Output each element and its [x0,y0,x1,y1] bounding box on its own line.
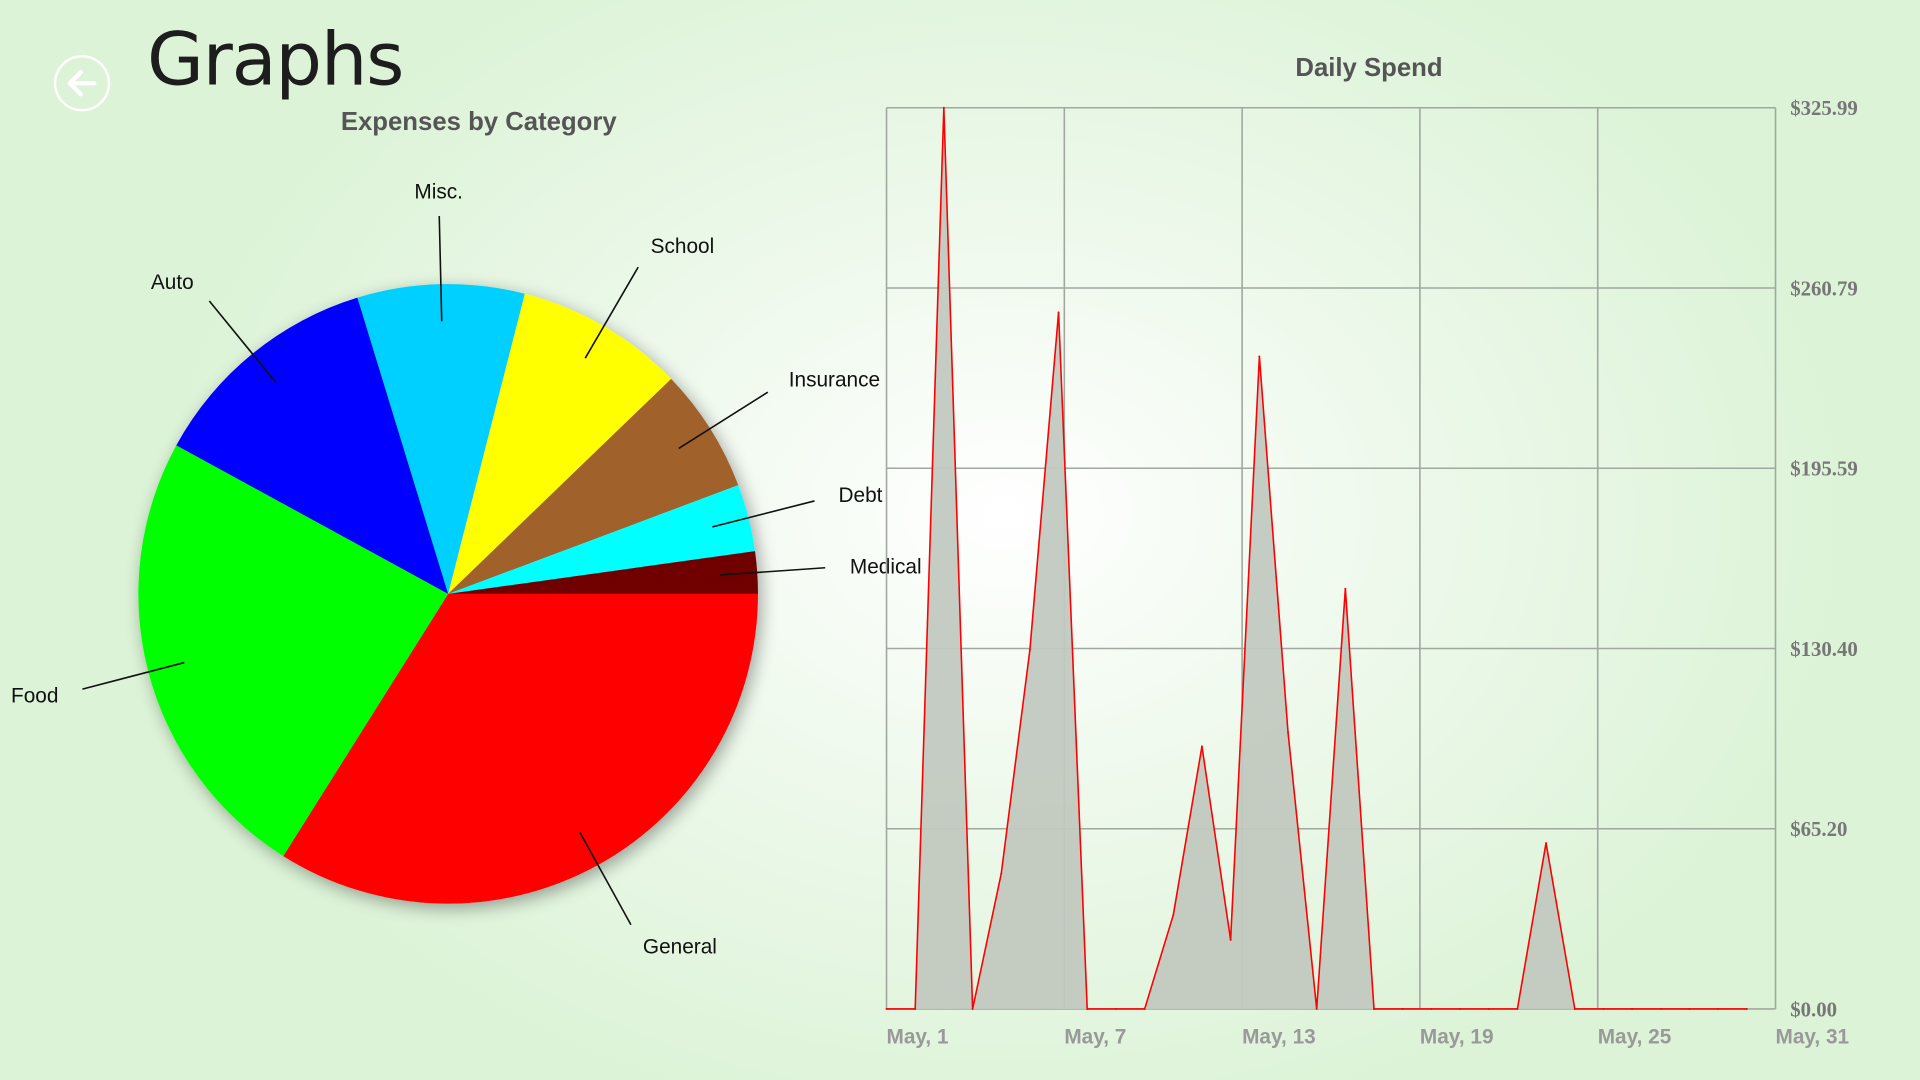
data-point [1602,1008,1605,1010]
data-point [1172,914,1175,916]
data-point [1745,1008,1748,1010]
pie-leader-line [438,216,443,322]
pie-chart-title: Expenses by Category [340,107,617,136]
arrow-left-icon [67,70,97,97]
x-tick-label: May, 31 [1776,1025,1850,1048]
pie-label: Debt [839,484,883,507]
pie-slice-insurance [448,378,739,594]
data-point [1717,1008,1720,1010]
data-point [1229,938,1232,941]
y-tick-label: $260.79 [1790,276,1858,300]
data-point [1086,1008,1089,1010]
data-point [1688,1008,1691,1010]
pie-leader-line [208,300,277,384]
pie-slice-general [283,593,758,904]
data-point [1000,872,1003,875]
area-fill [886,107,1747,1009]
data-point [1516,1008,1519,1010]
data-point [971,1008,974,1010]
data-point [1028,648,1031,651]
data-point [1315,1008,1318,1010]
x-tick-label: May, 25 [1598,1025,1672,1048]
data-point [1200,745,1203,748]
data-point [885,1008,888,1010]
pie-label: General [643,936,717,959]
x-tick-label: May, 7 [1064,1025,1126,1048]
pie-leader-line [678,391,769,450]
x-tick-label: May, 13 [1242,1025,1316,1048]
daily-spend-chart: $0.00 $65.20 $130.40 $195.59 $260.79 $325.99 M… [885,96,1858,1048]
pie-leader-line [712,500,815,528]
data-point [1287,731,1289,734]
y-tick-label: $325.99 [1790,96,1858,120]
data-point [1631,1008,1634,1010]
data-point [1401,1008,1404,1010]
pie-slice-auto [176,297,449,594]
pie-label: School [651,235,715,258]
pie-slice-debt [448,485,755,594]
x-tick-label: May, 1 [887,1025,949,1048]
data-point [1573,1008,1576,1010]
pie-chart [138,284,758,904]
data-point [1459,1008,1462,1010]
pie-label: Misc. [414,181,463,204]
y-tick-label: $65.20 [1790,817,1847,841]
pie-label: Auto [151,271,194,294]
data-point [1373,1008,1376,1010]
y-tick-label: $130.40 [1790,637,1858,661]
y-tick-label: $0.00 [1790,997,1837,1021]
data-point [1258,355,1261,358]
pie-slice-misc [357,284,525,594]
data-point [1487,1008,1490,1010]
line-chart-title: Daily Spend [1295,53,1443,83]
pie-slice-medical [448,551,758,594]
page-title: Graphs [146,17,405,103]
pie-leader-line [584,266,639,359]
data-point [1430,1008,1433,1010]
x-tick-label: May, 19 [1420,1025,1494,1048]
back-button[interactable] [53,55,111,112]
pie-leader-line [579,832,632,926]
pie-slice-school [448,293,672,594]
pie-slice-food [138,445,449,857]
data-point [942,106,945,109]
pie-label: Food [11,685,58,708]
y-tick-label: $195.59 [1790,457,1858,481]
pie-leader-line [82,661,185,690]
data-point [1344,587,1347,590]
data-point [1114,1008,1117,1010]
pie-label: Insurance [789,368,880,391]
data-point [914,1008,917,1010]
data-point [1143,1008,1146,1010]
pie-leader-line [720,566,826,576]
data-point [1057,311,1060,314]
data-point [1659,1008,1662,1010]
data-point [1545,842,1548,845]
